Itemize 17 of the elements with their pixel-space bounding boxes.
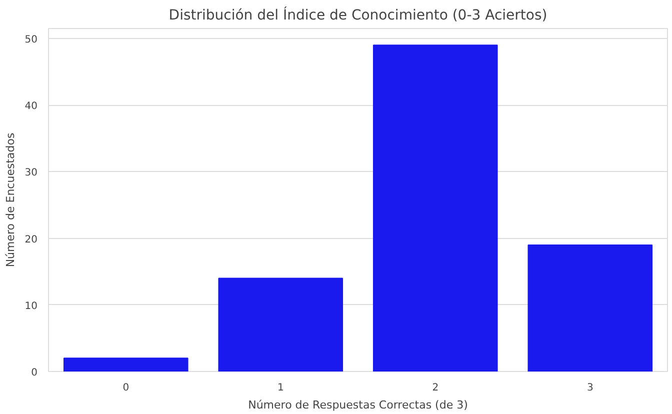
x-tick-label: 0 [122,382,130,394]
x-tick-label: 3 [586,382,594,394]
y-tick-label: 50 [24,34,38,46]
chart-title: Distribución del Índice de Conocimiento (0-3 Aciertos) [168,6,548,24]
y-tick-label: 20 [24,234,38,246]
bar [218,278,344,372]
bar [528,244,653,372]
y-axis-title: Número de Encuestados [4,132,17,268]
bar [63,358,188,372]
y-tick-label: 30 [24,168,38,179]
x-axis-title: Número de Respuestas Correctas (de 3) [248,398,468,412]
x-tick-label: 2 [432,382,439,394]
y-tick-label: 0 [31,368,38,378]
bar [372,44,498,372]
y-tick-label: 40 [24,101,38,112]
y-tick-label: 10 [24,300,38,312]
x-tick-label: 1 [277,382,284,394]
